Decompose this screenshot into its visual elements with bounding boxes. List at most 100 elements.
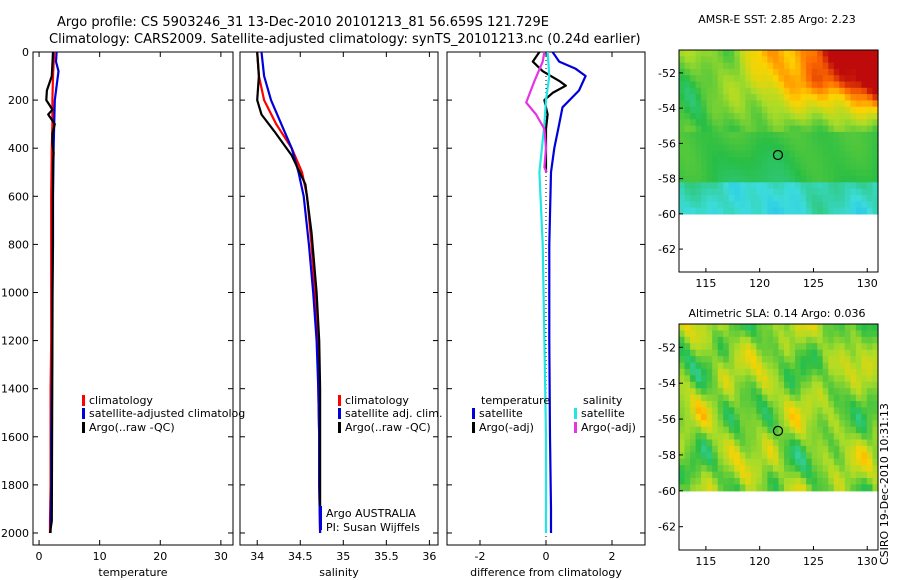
sst-map-cell: [778, 106, 785, 114]
sst-map-cell: [850, 144, 857, 152]
difference-panel-xlabel: difference from climatology: [470, 566, 622, 579]
sst-map-cell: [822, 87, 829, 95]
sst-map-cell: [756, 50, 763, 57]
sst-map-cell: [706, 195, 713, 202]
sst-map-cell: [806, 50, 813, 57]
sst-map-cell: [679, 87, 686, 95]
sst-map-cell: [855, 131, 862, 139]
sst-map-cell: [828, 56, 835, 64]
sla-map-cell: [723, 368, 730, 376]
sst-map-cell: [833, 119, 840, 127]
sst-map-cell: [679, 195, 686, 202]
sla-map-cell: [861, 356, 868, 364]
sst-map-cell: [690, 87, 697, 95]
sst-map-cell: [850, 56, 857, 64]
sst-map-cell: [844, 150, 851, 158]
sla-map-cell: [811, 445, 818, 453]
sla-map-cell: [750, 394, 757, 402]
sla-map-cell: [844, 433, 851, 441]
sst-map-cell: [723, 68, 730, 76]
sla-map-cell: [828, 336, 835, 344]
sla-map-cell: [806, 439, 813, 447]
sst-map-cell: [701, 87, 708, 95]
sst-map-cell: [739, 81, 746, 89]
sst-map-cell: [800, 125, 807, 133]
sla-map-cell: [861, 336, 868, 344]
sla-map-cell: [795, 458, 802, 466]
sla-map-cell: [739, 381, 746, 389]
sla-map-cell: [706, 343, 713, 351]
sla-map-cell: [767, 336, 774, 344]
sst-map-cell: [795, 188, 802, 196]
sst-map-cell: [811, 150, 818, 158]
sla-map-cell: [679, 356, 686, 364]
sla-map-cell: [855, 362, 862, 370]
sla-map-cell: [734, 484, 741, 492]
salinity-panel-frame: [239, 51, 439, 546]
sst-map-cell: [750, 50, 757, 57]
sst-map-cell: [750, 125, 757, 133]
sst-map-cell: [690, 182, 697, 190]
sla-map-cell: [773, 465, 780, 473]
sst-map-cell: [695, 106, 702, 114]
sla-map-cell: [789, 420, 796, 428]
sst-map-cell: [728, 125, 735, 133]
sst-map-cell: [756, 106, 763, 114]
sla-map-cell: [679, 330, 686, 338]
sla-map-cell: [745, 356, 752, 364]
sst-map-cell: [839, 138, 846, 146]
temperature-panel-xtick-label: 0: [36, 550, 43, 563]
sla-map-cell: [773, 439, 780, 447]
sst-map-xtick-label: 120: [749, 277, 770, 290]
sla-map-cell: [784, 420, 791, 428]
sst-map-cell: [855, 207, 862, 215]
sla-map-cell: [784, 336, 791, 344]
sst-map-cell: [761, 176, 768, 183]
sla-map-cell: [773, 407, 780, 415]
sla-map-cell: [800, 375, 807, 383]
sst-map-cell: [795, 81, 802, 89]
sla-map-cell: [855, 336, 862, 344]
sla-map-cell: [701, 356, 708, 364]
sst-map-cell: [761, 169, 768, 177]
sst-map-cell: [828, 150, 835, 158]
sla-map-cell: [701, 407, 708, 415]
sst-map-cell: [679, 157, 686, 164]
sst-map-cell: [745, 106, 752, 114]
sla-map-cell: [866, 375, 873, 383]
sst-map-cell: [789, 87, 796, 95]
sla-map-cell: [844, 465, 851, 473]
sla-map-cell: [850, 375, 857, 383]
sla-map-cell: [750, 420, 757, 428]
sst-map-cell: [811, 87, 818, 95]
sla-map-cell: [706, 465, 713, 473]
sla-map-cell: [855, 368, 862, 376]
sst-map-cell: [684, 119, 691, 127]
sla-map-cell: [734, 336, 741, 344]
sst-map-cell: [800, 182, 807, 190]
sla-map-cell: [679, 413, 686, 421]
sst-map-cell: [795, 94, 802, 101]
sst-map-cell: [717, 163, 724, 171]
sla-map-cell: [684, 452, 691, 460]
sla-map-cell: [761, 401, 768, 408]
sla-map-cell: [728, 336, 735, 344]
sla-map-cell: [690, 407, 697, 415]
sla-map-cell: [712, 471, 719, 479]
sla-map-cell: [861, 484, 868, 492]
sla-map-cell: [866, 343, 873, 351]
sla-map-cell: [828, 445, 835, 453]
sla-map-cell: [861, 362, 868, 370]
sla-map-cell: [761, 413, 768, 421]
sla-map-cell: [706, 420, 713, 428]
sst-map-cell: [784, 176, 791, 183]
temp-legend-satellite-label: satellite-adjusted climatolog: [89, 407, 245, 420]
sst-map-cell: [833, 68, 840, 76]
sst-map-cell: [778, 50, 785, 57]
sla-map-cell: [695, 368, 702, 376]
sla-map-cell: [767, 458, 774, 466]
sla-map-cell: [866, 413, 873, 421]
sst-map-cell: [844, 113, 851, 120]
sla-map-cell: [828, 362, 835, 370]
sst-map-cell: [806, 163, 813, 171]
